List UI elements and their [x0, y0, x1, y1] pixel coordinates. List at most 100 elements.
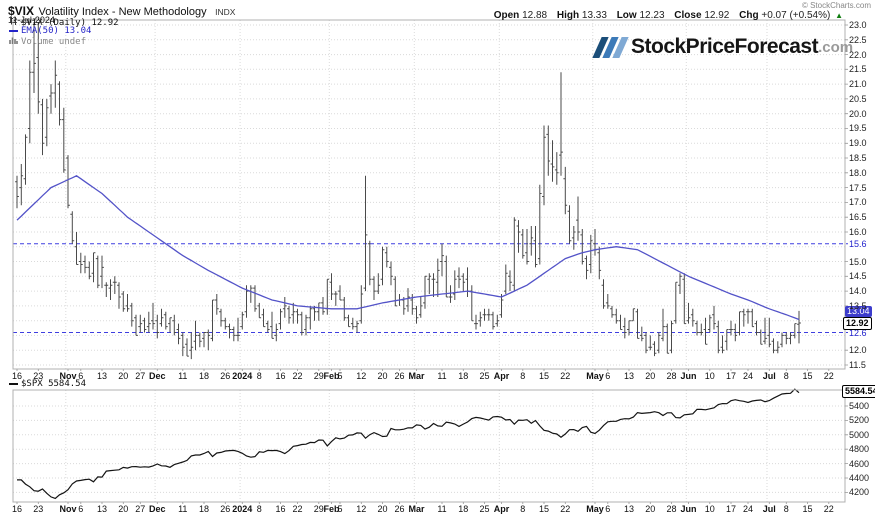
legend-spx-label: $SPX 5584.54	[21, 379, 87, 389]
x-axis-label: Feb	[323, 504, 340, 514]
close-label: Close	[674, 10, 702, 21]
x-axis-label: Mar	[408, 504, 425, 514]
x-axis-label: 13	[96, 504, 107, 514]
spx-line-swatch	[9, 383, 18, 385]
vix-y-axis-label: 16.5	[849, 212, 867, 223]
x-axis-label: 8	[783, 371, 789, 381]
low-value: 12.23	[639, 10, 665, 21]
x-axis-label: Nov	[59, 504, 77, 514]
watermark-slashes-icon	[592, 36, 629, 58]
x-axis-label: Apr	[493, 371, 510, 381]
last-price-tag: 12.92	[843, 317, 872, 330]
x-axis-label: May	[586, 504, 604, 514]
x-axis-label: 28	[666, 371, 677, 381]
x-axis-label: Jul	[762, 504, 776, 514]
x-axis-label: 22	[823, 504, 834, 514]
open-label: Open	[493, 10, 520, 21]
x-axis-label: 8	[520, 504, 526, 514]
x-axis-label: Dec	[148, 504, 166, 514]
legend-ema: EMA(50) 13.04	[9, 26, 91, 36]
vix-y-axis-label: 15.0	[849, 256, 867, 267]
spx-y-axis-label: 4200	[849, 487, 870, 498]
x-axis-label: May	[586, 371, 604, 381]
high-label: High	[556, 10, 580, 21]
x-axis-label: 24	[742, 371, 753, 381]
vix-y-axis-label: 18.5	[849, 153, 867, 164]
vix-y-axis-label: 16.0	[849, 226, 867, 237]
spx-y-axis-label: 4800	[849, 444, 870, 455]
watermark-text: StockPriceForecast	[631, 35, 819, 58]
spx-y-axis-label: 4600	[849, 458, 870, 469]
legend-main: $VIX (Daily) 12.92	[9, 16, 119, 29]
chart-header: $VIX Volatility Index - New Methodology …	[8, 2, 235, 20]
x-axis-label: 11	[178, 371, 188, 381]
vix-y-axis-label: 22.5	[849, 34, 867, 45]
x-axis-label: 26	[220, 504, 231, 514]
x-axis-label: 6	[78, 371, 84, 381]
x-axis-label: Nov	[59, 371, 77, 381]
x-axis-label: 16	[275, 371, 286, 381]
x-axis-label: 18	[458, 371, 469, 381]
x-axis-label: 22	[560, 504, 571, 514]
vix-y-axis-label: 22.0	[849, 49, 867, 60]
x-axis-label: 13	[623, 504, 634, 514]
exchange-tag: INDX	[215, 7, 236, 17]
x-axis-label: 27	[135, 504, 146, 514]
x-axis-label: 24	[742, 504, 753, 514]
x-axis-label: 20	[118, 504, 129, 514]
chart-date: 11-Jul-2024	[8, 15, 55, 25]
x-axis-label: 18	[198, 371, 209, 381]
x-axis-label: 26	[220, 371, 231, 381]
change-up-icon: ▲	[835, 11, 843, 20]
x-axis-label: 2024	[232, 371, 253, 381]
x-axis-label: 22	[823, 371, 834, 381]
x-axis-label: 11	[178, 504, 188, 514]
x-axis-label: 2024	[232, 504, 253, 514]
high-value: 13.33	[581, 10, 607, 21]
x-axis-label: 8	[256, 371, 262, 381]
legend-ema-label: EMA(50) 13.04	[21, 26, 92, 36]
spx-y-axis-label: 5000	[849, 429, 870, 440]
vix-y-axis-label: 18.0	[849, 167, 867, 178]
x-axis-label: 8	[256, 504, 262, 514]
spx-y-axis-label: 4400	[849, 473, 870, 483]
page-title: Volatility Index - New Methodology	[38, 6, 207, 18]
ema-price-tag: 13.04	[845, 306, 872, 317]
x-axis-label: 12	[356, 371, 367, 381]
x-axis-label: 8	[520, 371, 526, 381]
x-axis-label: 16	[11, 504, 22, 514]
x-axis-label: 5	[337, 504, 343, 514]
vix-y-axis-label: 20.0	[849, 108, 867, 119]
spx-y-axis-label: 5400	[849, 401, 870, 411]
x-axis-label: 20	[645, 371, 656, 381]
vix-y-axis-label: 13.5	[849, 300, 867, 311]
vix-y-axis-label: 19.0	[849, 138, 867, 149]
x-axis-label: 29	[313, 504, 324, 514]
x-axis-label: 10	[704, 504, 715, 514]
x-axis-label: 17	[725, 504, 736, 514]
x-axis-label: 16	[11, 371, 22, 381]
chg-value: +0.07 (+0.54%)	[761, 10, 831, 21]
x-axis-label: 18	[458, 504, 469, 514]
x-axis-label: 13	[96, 371, 107, 381]
watermark-suffix: .com	[818, 38, 854, 56]
x-axis-label: 20	[118, 371, 129, 381]
x-axis-label: 15	[802, 371, 813, 381]
legend-volume-label: Volume undef	[21, 36, 87, 47]
x-axis-label: Apr	[493, 504, 510, 514]
vix-y-axis-label: 17.5	[849, 182, 867, 193]
x-axis-label: 5	[337, 371, 343, 381]
chg-label: Chg	[739, 10, 759, 21]
x-axis-label: 6	[78, 504, 84, 514]
x-axis-label: 17	[725, 371, 736, 381]
quote-bar: Open 12.88 High 13.33 Low 12.23 Close 12…	[487, 10, 843, 21]
vix-y-axis-label: 17.0	[849, 197, 867, 208]
x-axis-label: 25	[479, 504, 490, 514]
x-axis-label: 20	[377, 371, 388, 381]
symbol: $VIX	[8, 4, 35, 18]
x-axis-label: 20	[645, 504, 656, 514]
spx-price-tag: 5584.54	[842, 385, 875, 398]
x-axis-label: 27	[135, 371, 146, 381]
x-axis-label: Feb	[323, 371, 340, 381]
